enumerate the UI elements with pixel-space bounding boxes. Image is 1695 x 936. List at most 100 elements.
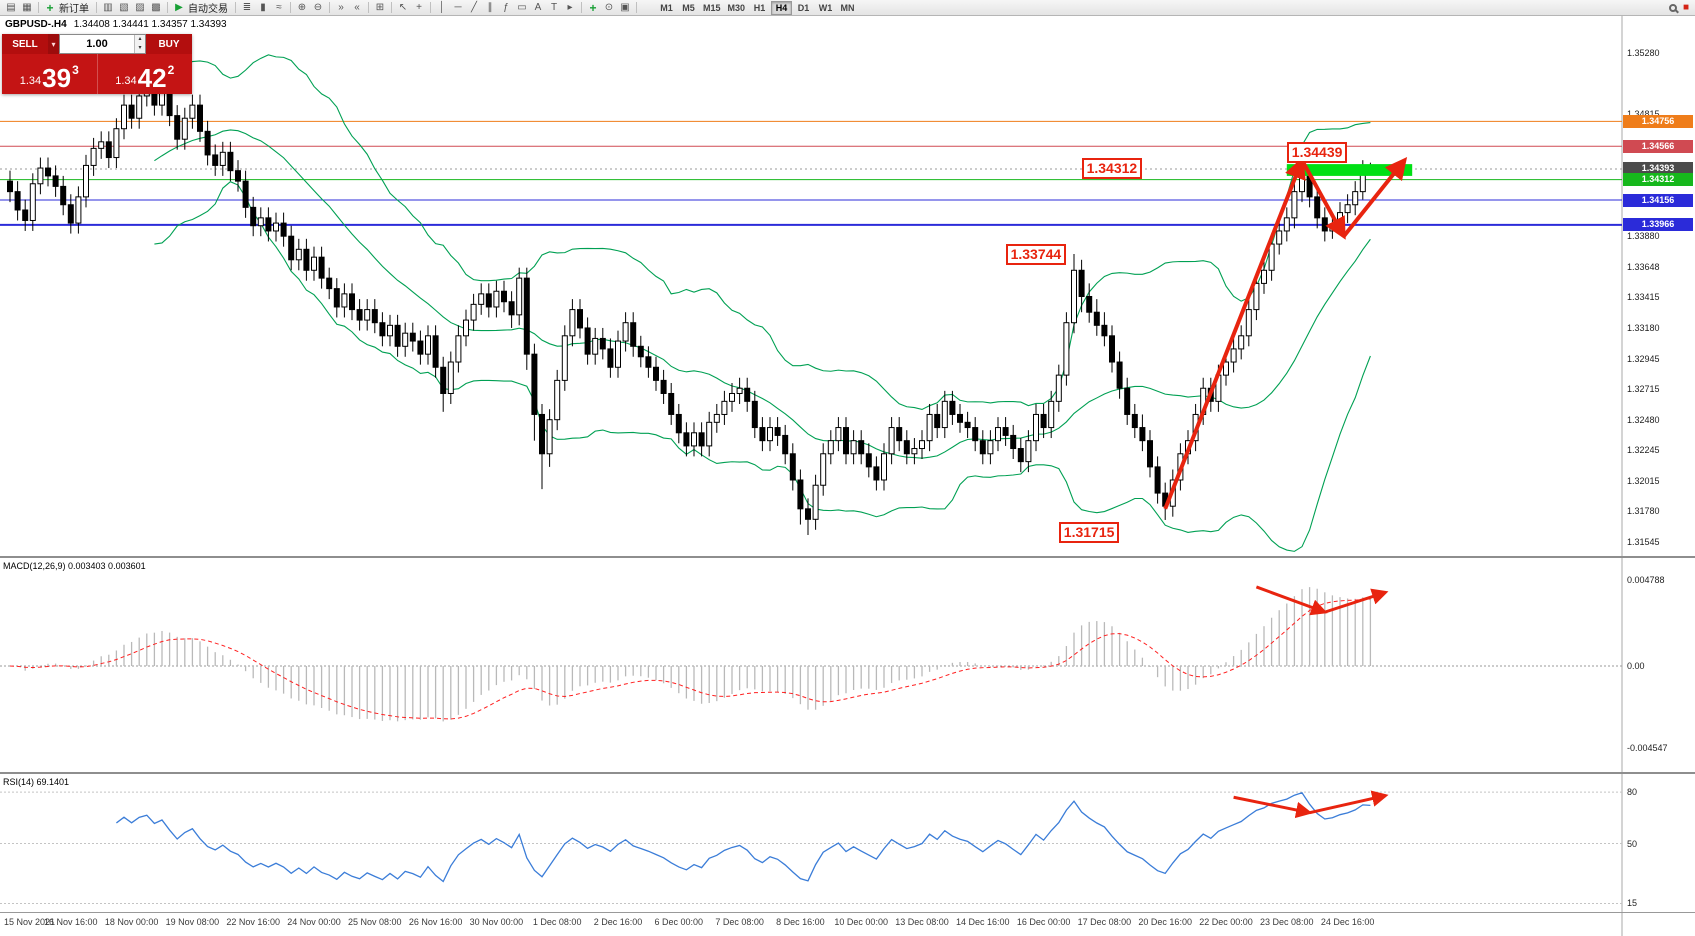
data-window-icon[interactable]: ▧ xyxy=(119,2,129,13)
annotation-1.31715[interactable]: 1.31715 xyxy=(1058,522,1120,544)
rsi-layer xyxy=(116,791,1371,883)
navigator-icon[interactable]: ▨ xyxy=(135,2,145,13)
sell-button[interactable]: SELL xyxy=(2,34,48,54)
time-axis-label: 6 Dec 00:00 xyxy=(654,917,704,927)
annotation-arrows-layer[interactable] xyxy=(1163,156,1408,819)
toolbar-icons: ▤ ▦ + 新订单 ▥ ▧ ▨ ▩ ▶ 自动交易 ≣ ▮ ≈ ⊕ ⊖ » « ⊞ ↖ + │ ─ ╱ ∥ ƒ ▭ A T ▸ + ⊙ ▣ xyxy=(3,0,640,15)
annotation-1.34312[interactable]: 1.34312 xyxy=(1081,158,1143,180)
new-order-label[interactable]: 新订单 xyxy=(59,4,89,15)
chart-shift-icon[interactable]: « xyxy=(354,2,360,13)
timeframe-w1[interactable]: W1 xyxy=(815,1,836,15)
time-axis-label: 10 Dec 00:00 xyxy=(834,917,888,927)
market-watch-icon[interactable]: ▥ xyxy=(103,2,113,13)
new-chart-icon[interactable]: ▤ xyxy=(6,2,16,13)
text-icon[interactable]: A xyxy=(534,2,542,13)
tile-windows-icon[interactable]: ⊞ xyxy=(375,2,385,13)
auto-scroll-icon[interactable]: » xyxy=(338,2,344,13)
volume-down-icon[interactable]: ▾ xyxy=(138,45,142,51)
timeframe-d1[interactable]: D1 xyxy=(793,1,814,15)
trendline-icon[interactable]: ╱ xyxy=(470,2,478,13)
price-axis-label: 1.31780 xyxy=(1627,506,1660,517)
time-axis-label: 30 Nov 00:00 xyxy=(469,917,524,927)
toolbar-right: ■ xyxy=(1668,1,1692,13)
macd-axis-label: 0.00 xyxy=(1627,661,1645,671)
price-axis-label: 1.32245 xyxy=(1627,445,1660,456)
indicators-icon[interactable]: + xyxy=(589,0,597,15)
time-axis-label: 1 Dec 08:00 xyxy=(532,917,582,927)
new-order-icon[interactable]: + xyxy=(46,0,54,15)
record-icon[interactable]: ■ xyxy=(1682,1,1689,13)
timeframe-h1[interactable]: H1 xyxy=(749,1,770,15)
buy-price[interactable]: 1.34 42 2 xyxy=(96,54,193,94)
toolbar-separator xyxy=(167,2,168,13)
chart-bars-icon[interactable]: ≣ xyxy=(242,2,252,13)
search-icon[interactable] xyxy=(1668,3,1677,12)
panel-separator-macd[interactable] xyxy=(0,556,1695,558)
time-axis-label: 16 Dec 00:00 xyxy=(1016,917,1071,927)
price-axis-label: 1.32715 xyxy=(1627,383,1660,394)
horizontal-line-icon[interactable]: ─ xyxy=(454,2,462,13)
time-axis-label: 8 Dec 16:00 xyxy=(776,917,825,927)
buy-price-prefix: 1.34 xyxy=(115,75,137,87)
autotrade-icon[interactable]: ▶ xyxy=(175,2,183,13)
terminal-icon[interactable]: ▩ xyxy=(151,2,161,13)
time-axis-label: 26 Nov 16:00 xyxy=(408,917,463,927)
timeframe-m1[interactable]: M1 xyxy=(656,1,677,15)
arrow-tools-icon[interactable]: ▸ xyxy=(567,2,573,13)
price-tag-1.33966: 1.33966 xyxy=(1623,218,1693,232)
periods-icon[interactable]: ⊙ xyxy=(604,2,614,13)
candles-layer xyxy=(7,72,1374,536)
zoom-in-icon[interactable]: ⊕ xyxy=(297,2,307,13)
time-axis-label: 24 Nov 00:00 xyxy=(287,917,341,927)
time-axis-label: 2 Dec 16:00 xyxy=(593,917,643,927)
time-axis-label: 20 Dec 16:00 xyxy=(1138,917,1192,927)
time-axis-label: 24 Dec 16:00 xyxy=(1320,917,1375,927)
volume-input[interactable] xyxy=(60,35,134,53)
price-axis-label: 1.32945 xyxy=(1627,353,1660,364)
volume-up-icon[interactable]: ▴ xyxy=(138,36,142,42)
price-tag-1.34312: 1.34312 xyxy=(1623,173,1693,187)
toolbar-separator xyxy=(636,2,637,13)
crosshair-icon[interactable]: + xyxy=(416,2,422,13)
volume-stepper: ▴ ▾ xyxy=(134,35,145,53)
zoom-out-icon[interactable]: ⊖ xyxy=(313,2,323,13)
sell-price-sup: 3 xyxy=(72,63,79,77)
annotation-1.33744[interactable]: 1.33744 xyxy=(1005,244,1067,266)
toolbar-separator xyxy=(391,2,392,13)
chart-line-icon[interactable]: ≈ xyxy=(276,2,282,13)
timeframe-toolbar: M1 M5 M15 M30 H1 H4 D1 W1 MN xyxy=(656,0,858,15)
timeframe-m30[interactable]: M30 xyxy=(725,1,749,15)
toolbar-separator xyxy=(235,2,236,13)
channel-icon[interactable]: ∥ xyxy=(487,2,493,13)
price-axis-label: 1.33180 xyxy=(1627,322,1660,333)
timeframe-mn[interactable]: MN xyxy=(837,1,858,15)
autotrade-label[interactable]: 自动交易 xyxy=(188,4,228,15)
time-axis-label: 19 Nov 08:00 xyxy=(165,917,220,927)
annotation-1.34439[interactable]: 1.34439 xyxy=(1286,142,1348,164)
price-axis-label: 1.32015 xyxy=(1627,475,1660,486)
vertical-line-icon[interactable]: │ xyxy=(438,2,446,13)
chart-profiles-icon[interactable]: ▦ xyxy=(22,2,32,13)
shapes-icon[interactable]: ▭ xyxy=(517,2,527,13)
buy-button[interactable]: BUY xyxy=(146,34,192,54)
timeframe-h4[interactable]: H4 xyxy=(771,0,793,15)
cursor-icon[interactable]: ↖ xyxy=(398,2,408,13)
highlight-rect xyxy=(1286,164,1413,176)
chart-candles-icon[interactable]: ▮ xyxy=(260,2,266,13)
fibonacci-icon[interactable]: ƒ xyxy=(503,2,509,13)
timeframe-m15[interactable]: M15 xyxy=(700,1,724,15)
templates-icon[interactable]: ▣ xyxy=(620,2,630,13)
macd-layer xyxy=(9,587,1372,722)
panel-separator-rsi[interactable] xyxy=(0,772,1695,774)
text-label-icon[interactable]: T xyxy=(550,2,558,13)
sell-price-big: 39 xyxy=(42,63,72,93)
price-tag-1.34566: 1.34566 xyxy=(1623,139,1693,153)
time-axis-label: 22 Dec 00:00 xyxy=(1199,917,1253,927)
timeframe-m5[interactable]: M5 xyxy=(678,1,699,15)
sell-price[interactable]: 1.34 39 3 xyxy=(2,54,97,94)
time-axis-label: 7 Dec 08:00 xyxy=(715,917,764,927)
time-axis-separator xyxy=(0,912,1695,913)
oct-options-caret[interactable]: ▾ xyxy=(48,34,59,54)
buy-price-sup: 2 xyxy=(167,63,175,77)
